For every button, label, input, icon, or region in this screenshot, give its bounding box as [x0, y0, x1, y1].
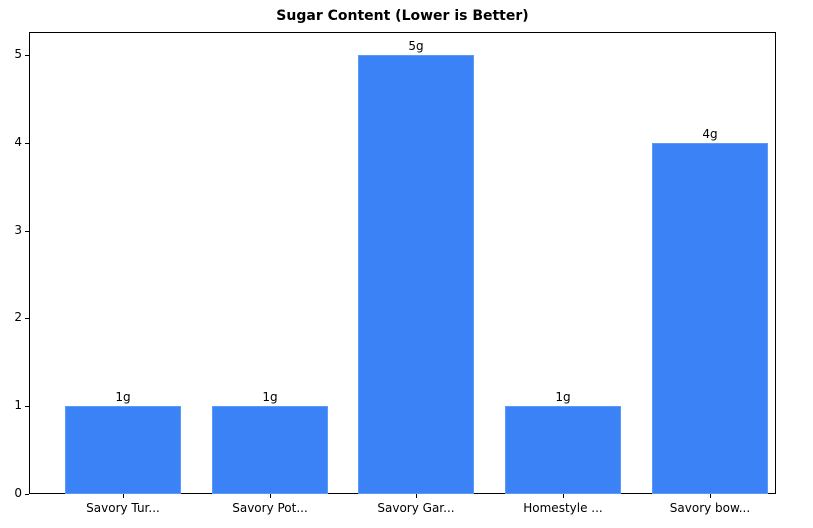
y-tick — [25, 494, 29, 495]
x-tick-label: Savory Tur... — [86, 501, 160, 515]
y-tick-label: 2 — [14, 310, 22, 325]
bar-value-label: 5g — [408, 39, 424, 53]
x-tick — [563, 494, 564, 498]
bar-value-label: 4g — [702, 126, 718, 141]
bar-value-label: 1g — [555, 390, 571, 405]
x-tick — [123, 494, 124, 498]
y-tick — [25, 142, 29, 144]
y-tick-label: 0 — [14, 486, 22, 500]
y-tick — [25, 230, 29, 232]
bar — [212, 406, 328, 494]
x-tick-label: Homestyle ... — [523, 501, 603, 515]
bar — [65, 406, 181, 494]
y-tick-label: 5 — [14, 47, 22, 61]
x-tick — [710, 494, 711, 498]
x-tick-label: Savory Pot... — [232, 501, 308, 515]
bar — [358, 55, 474, 494]
y-tick-label: 1 — [14, 398, 22, 413]
y-tick-label: 4 — [14, 134, 22, 149]
x-tick — [416, 494, 417, 498]
bar-value-label: 1g — [115, 390, 131, 405]
bar-value-label: 1g — [262, 390, 278, 405]
x-tick-label: Savory bow... — [669, 501, 751, 515]
y-tick-label: 3 — [14, 222, 22, 237]
y-tick — [25, 55, 29, 56]
bar — [652, 142, 768, 494]
y-tick — [25, 406, 29, 408]
x-tick-label: Savory Gar... — [377, 501, 455, 515]
x-tick — [270, 494, 271, 498]
chart-title: Sugar Content (Lower is Better) — [276, 8, 529, 24]
y-tick — [25, 318, 29, 320]
bar — [505, 406, 621, 494]
